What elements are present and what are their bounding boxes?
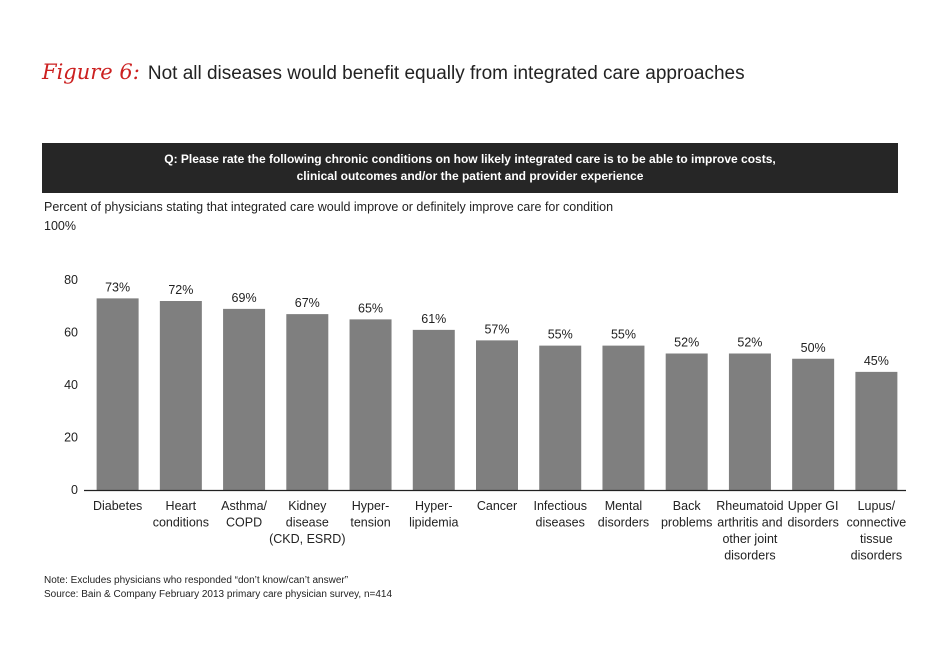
question-line-2: clinical outcomes and/or the patient and…	[296, 169, 644, 183]
figure-number: Figure 6:	[42, 60, 140, 84]
note-text: Note: Excludes physicians who responded …	[44, 575, 349, 586]
source-text: Source: Bain & Company February 2013 pri…	[44, 589, 393, 600]
bar	[159, 301, 202, 490]
y-axis-top-label: 100%	[44, 219, 76, 233]
bar-value-label: 45%	[864, 354, 889, 368]
bar	[792, 358, 835, 490]
bar-value-label: 72%	[168, 283, 193, 297]
bar	[223, 308, 266, 490]
footnotes: Note: Excludes physicians who responded …	[44, 574, 392, 602]
x-category-label: Heart conditions	[153, 499, 209, 530]
bar	[96, 298, 139, 490]
x-category-label: Lupus/connective tissue disorders	[847, 499, 907, 563]
figure-title: Figure 6: Not all diseases would benefit …	[42, 60, 745, 85]
x-category-label: Infectious diseases	[533, 499, 587, 530]
y-tick-label: 20	[64, 431, 78, 445]
bar-value-label: 55%	[611, 328, 636, 342]
bar	[286, 314, 329, 490]
x-category-label: Back problems	[661, 499, 712, 530]
x-category-label: Diabetes	[93, 499, 142, 513]
bar	[665, 353, 708, 490]
y-tick-label: 0	[71, 483, 78, 497]
figure-title-text: Not all diseases would benefit equally f…	[147, 63, 745, 84]
x-category-label: Hyper-lipidemia	[409, 499, 458, 530]
bar-value-label: 67%	[295, 296, 320, 310]
bar-value-label: 57%	[484, 322, 509, 336]
x-category-label: Upper GI disorders	[787, 499, 838, 530]
bar	[728, 353, 771, 490]
x-category-label: Cancer	[477, 499, 517, 513]
bar-value-label: 52%	[674, 336, 699, 350]
x-category-label: Hyper-tension	[350, 499, 390, 530]
bar	[602, 345, 645, 490]
x-category-label: Asthma/COPD	[221, 499, 267, 530]
bar	[349, 319, 392, 490]
bar	[412, 329, 455, 490]
bar-value-label: 65%	[358, 301, 383, 315]
y-tick-label: 80	[64, 273, 78, 287]
chart-subtitle: Percent of physicians stating that integ…	[44, 200, 614, 214]
y-tick-label: 60	[64, 326, 78, 340]
y-tick-label: 40	[64, 378, 78, 392]
x-category-label: Mental disorders	[598, 499, 649, 530]
bar-value-label: 52%	[737, 336, 762, 350]
bar	[855, 371, 898, 490]
bar-value-label: 50%	[801, 341, 826, 355]
bar-value-label: 69%	[232, 291, 257, 305]
question-line-1: Q: Please rate the following chronic con…	[164, 152, 776, 166]
x-category-label: Kidney disease (CKD, ESRD)	[269, 499, 345, 546]
question-banner: Q: Please rate the following chronic con…	[42, 143, 898, 193]
bar-value-label: 73%	[105, 280, 130, 294]
bar-value-label: 55%	[548, 328, 573, 342]
bar	[539, 345, 582, 490]
bar	[476, 340, 518, 490]
x-category-label: Rheumatoid arthritis and other joint disord…	[716, 499, 783, 563]
bar-value-label: 61%	[421, 312, 446, 326]
